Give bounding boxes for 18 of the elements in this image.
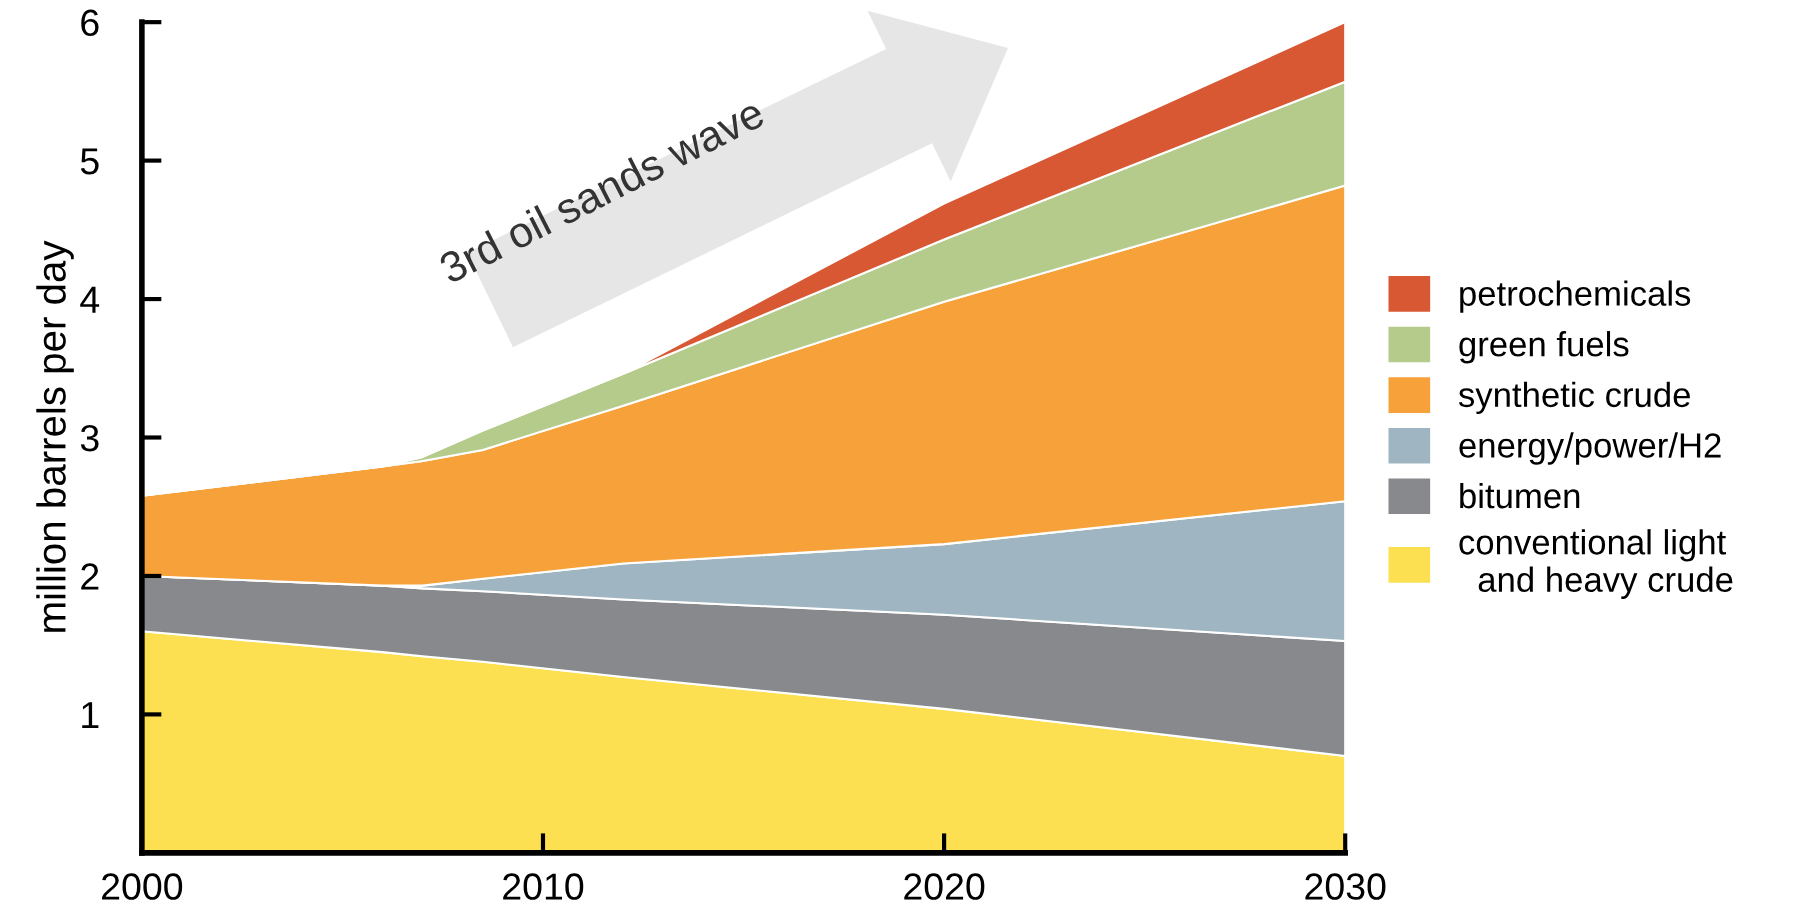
legend-label: bitumen bbox=[1460, 482, 1580, 509]
y-tick-label: 6 bbox=[81, 9, 99, 37]
legend-label: synthetic crude bbox=[1458, 381, 1690, 415]
x-tick-label: 2030 bbox=[1305, 873, 1386, 900]
y-tick-label: 5 bbox=[80, 148, 99, 175]
legend-label: energy/power/H2 bbox=[1459, 432, 1721, 465]
annotation: 3rd oil sands wave bbox=[436, 95, 766, 285]
y-tick-label: 4 bbox=[80, 286, 100, 313]
x-tick-label: 2010 bbox=[503, 873, 584, 900]
y-axis-title: million barrels per day bbox=[36, 240, 74, 632]
legend-label: conventional light and heavy crude bbox=[1459, 529, 1733, 599]
x-tick-label: 2020 bbox=[904, 873, 985, 900]
y-tick-label: 3 bbox=[80, 424, 99, 452]
legend-label: petrochemicals bbox=[1460, 280, 1691, 313]
x-tick-label: 2000 bbox=[102, 873, 183, 900]
y-tick-label: 1 bbox=[82, 702, 99, 728]
y-tick-label: 2 bbox=[81, 563, 99, 590]
legend-label: green fuels bbox=[1459, 331, 1629, 364]
